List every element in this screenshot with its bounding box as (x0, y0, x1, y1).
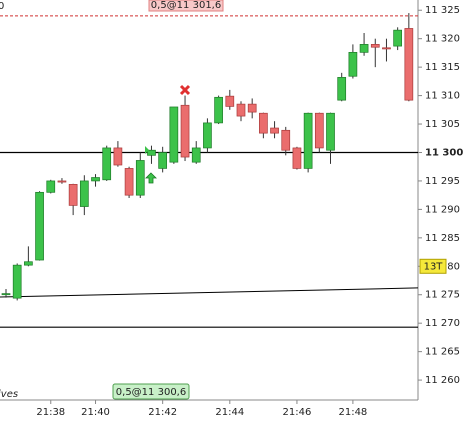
y-tick-label: 11 315 (425, 62, 460, 73)
cancel-marker (179, 84, 191, 96)
candle-body (1, 293, 11, 296)
candle-body (124, 168, 134, 196)
candle-body (35, 191, 44, 261)
candle-body (169, 106, 179, 163)
candle-body (79, 180, 89, 207)
candle-body (326, 112, 335, 151)
candle-body (68, 184, 78, 206)
corner-text: 0 (0, 1, 4, 12)
x-tick-label: 21:42 (148, 407, 177, 418)
candle-body (203, 122, 212, 149)
y-tick-label: 11 305 (425, 119, 460, 130)
order-tag-text: 0,5@11 300,6 (116, 387, 186, 398)
candle-body (135, 160, 145, 196)
candle-body (191, 147, 201, 163)
candle-body (393, 29, 402, 47)
candle-body (270, 127, 279, 134)
candle-body (102, 147, 112, 181)
axis-badge-text: 13T (424, 261, 444, 272)
candle-body (404, 28, 414, 101)
candle-body (225, 95, 235, 107)
candle-body (348, 51, 358, 77)
candle-body (91, 177, 100, 182)
x-tick-label: 21:44 (215, 407, 244, 418)
candle-body (314, 112, 324, 149)
order-tag (112, 383, 190, 400)
order-tag (148, 0, 224, 12)
candle-body (259, 112, 268, 134)
candle-body (158, 152, 168, 169)
candle-body (292, 147, 302, 169)
y-tick-label: 11 295 (425, 176, 460, 187)
y-tick-label: 11 270 (425, 318, 460, 329)
candle-body (382, 47, 391, 50)
axis-badge (419, 258, 447, 274)
x-tick-label: 21:38 (36, 407, 65, 418)
candle-body (359, 44, 369, 53)
y-tick-label: 11 320 (425, 34, 460, 45)
y-tick-label: 11 265 (425, 347, 460, 358)
candle-body (370, 44, 380, 48)
y-tick-label: 11 310 (425, 91, 460, 102)
candle-body (236, 103, 246, 117)
y-tick-label: 11 285 (425, 233, 460, 244)
trend-line (0, 287, 419, 298)
candle-body (247, 103, 257, 113)
x-tick-label: 21:40 (81, 407, 110, 418)
y-tick-label: 11 300 (425, 147, 463, 158)
candle-body (113, 147, 123, 166)
y-tick-label: 11 290 (425, 204, 460, 215)
candle-body (12, 264, 22, 299)
candle-body (303, 112, 313, 169)
y-tick-label: 11 325 (425, 5, 460, 16)
candle-body (281, 129, 291, 151)
candle-body (46, 180, 56, 193)
candle-body (214, 96, 223, 124)
candle-body (24, 261, 33, 266)
candle-body (147, 149, 156, 156)
y-tick-label: 11 275 (425, 290, 460, 301)
candle-body (337, 77, 347, 101)
corner-text: ives (0, 389, 18, 400)
order-tag-text: 0,5@11 301,6 (151, 0, 221, 11)
y-tick-label: 11 260 (425, 375, 460, 386)
buy-marker (145, 172, 157, 184)
order-marker (145, 146, 149, 154)
candle-body (57, 180, 67, 183)
x-tick-label: 21:46 (283, 407, 312, 418)
x-tick-label: 21:48 (338, 407, 367, 418)
candle-body (180, 104, 190, 158)
